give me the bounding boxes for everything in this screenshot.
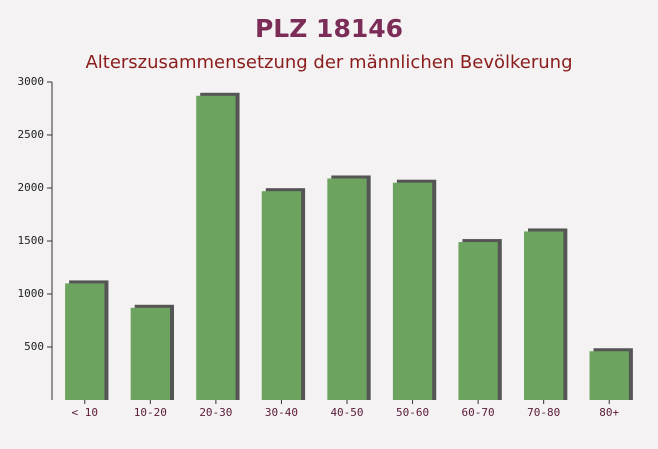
x-tick-label: 50-60 [396,406,429,419]
x-tick-label: 60-70 [462,406,495,419]
x-tick-label: 70-80 [527,406,560,419]
chart-subtitle: Alterszusammensetzung der männlichen Bev… [85,52,572,73]
y-tick-label: 3000 [18,75,45,88]
y-tick-label: 2500 [18,128,45,141]
x-tick-label: 40-50 [330,406,363,419]
y-tick-label: 2000 [18,181,45,194]
x-tick-label: 10-20 [134,406,167,419]
chart-title: PLZ 18146 [255,14,403,43]
bar [458,242,498,400]
x-tick-label: < 10 [72,406,99,419]
bar [392,182,433,400]
bar [65,283,105,400]
y-tick-label: 1500 [18,234,45,247]
x-tick-label: 80+ [599,406,619,419]
x-tick-label: 30-40 [265,406,298,419]
bar [130,307,170,400]
y-tick-label: 1000 [18,287,45,300]
y-tick-label: 500 [24,340,44,353]
bar [589,351,629,400]
bar [327,178,367,400]
x-tick-label: 20-30 [199,406,232,419]
bar [524,231,564,400]
bar [196,95,236,400]
bar [261,191,302,400]
